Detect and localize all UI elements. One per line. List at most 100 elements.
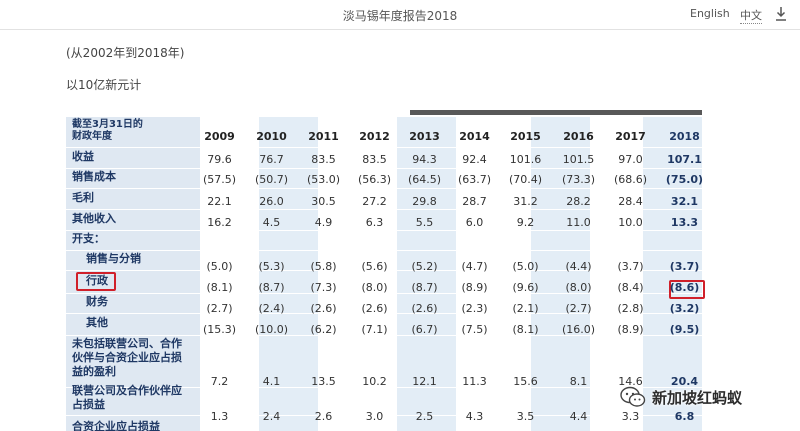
table-cell: (2.4): [258, 302, 285, 315]
year-header: 2016: [563, 130, 594, 143]
table-cell: 83.5: [311, 153, 336, 166]
table-cell: 101.6: [509, 153, 542, 166]
table-cell: (53.0): [306, 173, 341, 186]
table-cell: (5.8): [310, 260, 337, 273]
top-bar: 淡马锡年度报告2018 English 中文: [0, 0, 800, 30]
scroll-indicator-bar: [410, 110, 702, 115]
table-cell: 6.3: [365, 216, 384, 229]
year-header: 2010: [256, 130, 287, 143]
label-column-background: [66, 117, 200, 431]
table-cell: (9.6): [512, 281, 539, 294]
table-cell: (2.7): [565, 302, 592, 315]
table-cell: (8.1): [206, 281, 233, 294]
table-cell: (70.4): [508, 173, 543, 186]
table-cell: (8.9): [617, 323, 644, 336]
row-divider: [66, 188, 706, 189]
table-cell: (2.6): [411, 302, 438, 315]
table-cell: 30.5: [311, 195, 336, 208]
row-label: 联营公司及合作伙伴应 占损益: [72, 384, 182, 411]
table-cell: (5.2): [411, 260, 438, 273]
row-label: 其他: [86, 316, 108, 329]
table-cell: (8.7): [258, 281, 285, 294]
table-cell: 97.0: [618, 153, 643, 166]
table-cell: 107.1: [667, 153, 702, 166]
row-label: 销售成本: [72, 170, 116, 183]
row-divider: [66, 250, 706, 251]
table-cell: (5.0): [206, 260, 233, 273]
table-cell: 16.2: [207, 216, 232, 229]
table-cell: (6.2): [310, 323, 337, 336]
table-cell: 20.4: [670, 375, 699, 388]
column-band: [397, 117, 456, 431]
table-cell: (3.7): [669, 260, 700, 273]
watermark: 新加坡红蚂蚁: [620, 383, 798, 411]
row-divider: [66, 270, 706, 271]
table-cell: 8.1: [569, 375, 588, 388]
table-cell: (5.3): [258, 260, 285, 273]
row-divider: [66, 293, 706, 294]
wechat-icon: [620, 386, 646, 407]
table-cell: 92.4: [462, 153, 487, 166]
table-cell: 5.5: [415, 216, 434, 229]
table-cell: 22.1: [207, 195, 232, 208]
table-cell: 6.8: [674, 410, 695, 423]
year-header: 2018: [669, 130, 700, 143]
table-cell: 4.9: [314, 216, 333, 229]
table-cell: 26.0: [259, 195, 284, 208]
table-cell: 9.2: [516, 216, 535, 229]
year-header: 2014: [459, 130, 490, 143]
table-cell: (7.3): [310, 281, 337, 294]
table-cell: 94.3: [412, 153, 437, 166]
highlight-box: [76, 272, 116, 291]
table-cell: 76.7: [259, 153, 284, 166]
row-label: 开支：: [72, 232, 105, 245]
table-cell: 11.0: [566, 216, 591, 229]
year-header: 2017: [615, 130, 646, 143]
table-cell: 13.5: [311, 375, 336, 388]
table-cell: (5.0): [512, 260, 539, 273]
row-divider: [66, 147, 706, 148]
table-cell: (64.5): [407, 173, 442, 186]
table-cell: 14.6: [618, 375, 643, 388]
fiscal-year-header: 截至3月31日的 财政年度: [72, 119, 143, 142]
row-divider: [66, 230, 706, 231]
row-label: 财务: [86, 295, 108, 308]
table-cell: (8.0): [565, 281, 592, 294]
table-cell: 28.7: [462, 195, 487, 208]
language-chinese-link[interactable]: 中文: [740, 9, 762, 24]
table-cell: 4.3: [465, 410, 484, 423]
table-cell: 27.2: [362, 195, 387, 208]
row-label: 未包括联营公司、合作 伙伴与合资企业应占损 益的盈利: [72, 337, 182, 378]
table-cell: (56.3): [357, 173, 392, 186]
table-cell: (15.3): [202, 323, 237, 336]
table-cell: 28.4: [618, 195, 643, 208]
table-cell: (2.1): [512, 302, 539, 315]
row-label: 其他收入: [72, 212, 116, 225]
row-label: 毛利: [72, 191, 94, 204]
table-cell: (73.3): [561, 173, 596, 186]
table-cell: (9.5): [669, 323, 700, 336]
download-icon[interactable]: [775, 6, 787, 22]
table-cell: (8.6): [669, 281, 700, 294]
financial-table: 截至3月31日的 财政年度 2009 2010 2011 2012 2013 2…: [66, 117, 706, 431]
row-label: 行政: [86, 274, 108, 287]
table-cell: (57.5): [202, 173, 237, 186]
table-cell: 7.2: [210, 375, 229, 388]
table-cell: (50.7): [254, 173, 289, 186]
table-cell: (16.0): [561, 323, 596, 336]
table-cell: (4.7): [461, 260, 488, 273]
language-english-link[interactable]: English: [690, 7, 730, 20]
table-cell: 10.2: [362, 375, 387, 388]
table-cell: (4.4): [565, 260, 592, 273]
table-cell: (8.0): [361, 281, 388, 294]
year-header: 2012: [359, 130, 390, 143]
table-cell: (3.7): [617, 260, 644, 273]
unit-note: 以10亿新元计: [66, 78, 142, 92]
table-cell: 31.2: [513, 195, 538, 208]
table-cell: 13.3: [670, 216, 699, 229]
row-divider: [66, 209, 706, 210]
table-cell: 2.6: [314, 410, 333, 423]
table-cell: (6.7): [411, 323, 438, 336]
row-divider: [66, 387, 706, 388]
table-cell: 79.6: [207, 153, 232, 166]
